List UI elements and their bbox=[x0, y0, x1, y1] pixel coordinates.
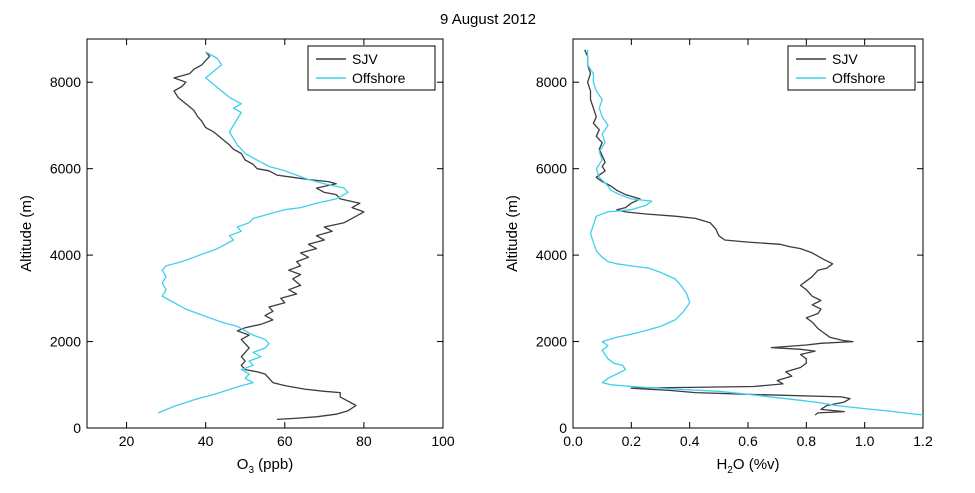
ozone-x-tick-label: 100 bbox=[431, 433, 455, 449]
ozone-x-axis-label: O3 (ppb) bbox=[237, 456, 293, 476]
ozone-series-sjv-line bbox=[173, 51, 365, 421]
ozone-legend-box bbox=[307, 45, 436, 91]
water-x-tick-label: 0.4 bbox=[680, 433, 700, 449]
water-x-axis-label-rest: O (%v) bbox=[733, 456, 780, 473]
ozone-panel: 20 40 60 80 100 0 2000 4000 6000 8000 O3 (ppb) Alti… bbox=[18, 38, 455, 476]
water-legend-label-sjv: SJV bbox=[832, 51, 858, 67]
water-legend-box bbox=[787, 45, 916, 91]
ozone-x-axis-label-main: O bbox=[237, 456, 249, 473]
ozone-y-tick-label: 2000 bbox=[50, 334, 81, 350]
ozone-y-tick-label: 0 bbox=[73, 420, 81, 436]
water-x-tick-label: 1.0 bbox=[855, 433, 875, 449]
water-y-tick-label: 6000 bbox=[536, 161, 567, 177]
ozone-x-tick-label: 40 bbox=[198, 433, 214, 449]
ozone-y-tick-label: 6000 bbox=[50, 161, 81, 177]
water-x-tick-label: 0.8 bbox=[797, 433, 817, 449]
water-series-offshore-line bbox=[586, 49, 924, 416]
water-y-tick-label: 2000 bbox=[536, 334, 567, 350]
water-y-tick-label: 0 bbox=[559, 420, 567, 436]
ozone-x-axis-label-sub: 3 bbox=[248, 465, 254, 476]
water-x-tick-label: 0.2 bbox=[622, 433, 642, 449]
water-x-tick-label: 0.0 bbox=[563, 433, 583, 449]
water-vapor-panel: 0.0 0.2 0.4 0.6 0.8 1.0 1.2 0 2000 4000 6000 8000 H2… bbox=[504, 38, 933, 476]
water-x-axis-label-main: H bbox=[716, 456, 727, 473]
water-y-tick-label: 8000 bbox=[536, 74, 567, 90]
ozone-series-offshore-line bbox=[157, 51, 349, 414]
ozone-x-tick-label: 20 bbox=[119, 433, 135, 449]
ozone-x-tick-label: 80 bbox=[356, 433, 372, 449]
water-y-axis-label: Altitude (m) bbox=[504, 195, 521, 272]
ozone-legend-label-sjv: SJV bbox=[352, 51, 378, 67]
ozone-plot-frame bbox=[86, 38, 444, 429]
figure-title: 9 August 2012 bbox=[440, 11, 536, 28]
ozone-x-tick-label: 60 bbox=[277, 433, 293, 449]
water-x-tick-label: 1.2 bbox=[913, 433, 933, 449]
water-x-axis-label: H2O (%v) bbox=[716, 456, 779, 476]
ozone-y-axis-label: Altitude (m) bbox=[18, 195, 35, 272]
ozone-legend-label-offshore: Offshore bbox=[352, 70, 406, 86]
water-x-tick-label: 0.6 bbox=[738, 433, 758, 449]
water-series-sjv-line bbox=[584, 49, 854, 416]
water-legend-label-offshore: Offshore bbox=[832, 70, 886, 86]
ozone-y-tick-label: 8000 bbox=[50, 74, 81, 90]
ozone-x-axis-label-rest: (ppb) bbox=[254, 456, 293, 473]
ozone-y-tick-label: 4000 bbox=[50, 247, 81, 263]
water-y-tick-label: 4000 bbox=[536, 247, 567, 263]
water-x-axis-label-sub: 2 bbox=[727, 465, 733, 476]
